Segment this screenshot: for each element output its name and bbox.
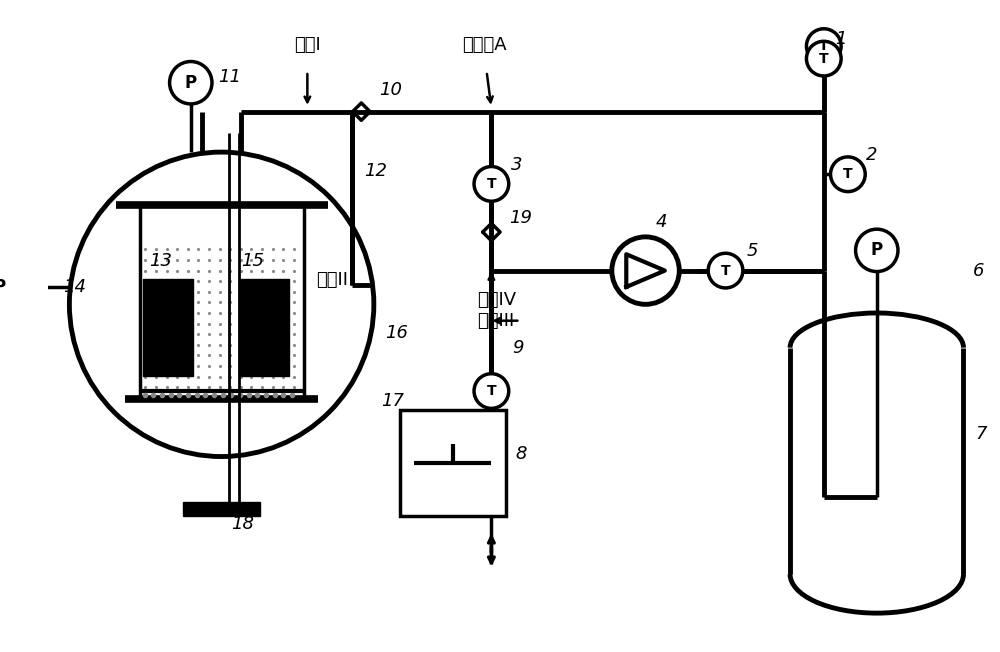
Circle shape: [612, 237, 679, 304]
Text: T: T: [843, 168, 853, 181]
Text: 14: 14: [63, 278, 86, 296]
Text: 11: 11: [218, 68, 241, 86]
Text: 5: 5: [747, 243, 758, 260]
Circle shape: [806, 41, 841, 76]
Bar: [400, 410, 506, 516]
Text: 6: 6: [973, 261, 985, 280]
Text: 8: 8: [515, 445, 527, 463]
Bar: [239, 279, 289, 376]
Text: 10: 10: [379, 82, 402, 99]
Text: P: P: [871, 241, 883, 259]
Text: 支路I: 支路I: [294, 36, 321, 54]
Text: T: T: [819, 39, 829, 53]
Circle shape: [0, 266, 21, 308]
Text: 3: 3: [511, 156, 522, 173]
Text: 12: 12: [364, 162, 387, 181]
Text: 7: 7: [975, 425, 987, 443]
Circle shape: [708, 253, 743, 288]
Text: 18: 18: [231, 515, 254, 533]
Text: T: T: [819, 52, 829, 66]
Circle shape: [474, 166, 509, 201]
Text: 连接点A: 连接点A: [462, 36, 507, 54]
Text: 支路II: 支路II: [316, 271, 348, 289]
Circle shape: [831, 157, 865, 192]
Text: 19: 19: [509, 209, 532, 227]
Text: T: T: [721, 263, 730, 278]
Circle shape: [69, 152, 374, 456]
Bar: [183, 502, 260, 516]
Text: 支路III: 支路III: [477, 312, 514, 330]
Text: 2: 2: [866, 146, 878, 164]
Text: 13: 13: [149, 252, 172, 270]
Text: 4: 4: [655, 213, 667, 231]
Text: 1: 1: [835, 31, 847, 48]
Text: 17: 17: [382, 392, 405, 409]
Text: P: P: [0, 278, 6, 296]
Circle shape: [170, 61, 212, 104]
Text: P: P: [185, 74, 197, 92]
Text: 15: 15: [241, 252, 264, 270]
Circle shape: [806, 29, 841, 63]
Circle shape: [474, 374, 509, 408]
Text: T: T: [487, 384, 496, 398]
Bar: [143, 279, 193, 376]
Circle shape: [856, 229, 898, 272]
Text: T: T: [487, 177, 496, 191]
Text: 16: 16: [385, 324, 408, 342]
Text: 9: 9: [513, 338, 524, 357]
Text: 支路IV: 支路IV: [477, 291, 516, 308]
